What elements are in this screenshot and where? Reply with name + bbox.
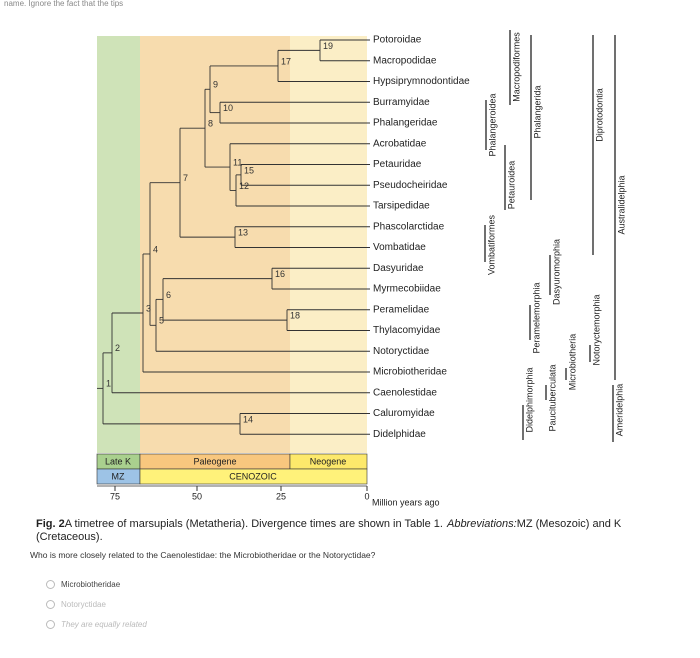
tree: 19 17 10 9 15 12 11 8 13 7 16 18 6 5 4 3 2 14 1 <box>97 39 370 435</box>
taxon-label: Phalangeridae <box>373 118 438 129</box>
time-tick-label: 75 <box>110 491 120 501</box>
taxon-label: Caenolestidae <box>373 387 437 398</box>
node-label: 17 <box>281 56 291 66</box>
node-label: 9 <box>213 80 218 90</box>
clade-label: Phalangeroidea <box>487 93 497 156</box>
node-label: 13 <box>238 228 248 238</box>
taxon-label: Potoroidae <box>373 35 422 46</box>
taxon-label: Pseudocheiridae <box>373 180 448 191</box>
node-label: 19 <box>323 41 333 51</box>
option-text: Notoryctidae <box>61 600 106 609</box>
node-label: 2 <box>115 343 120 353</box>
cropped-header: name. Ignore the fact that the tips <box>4 0 123 8</box>
period-label: Late K <box>105 456 131 466</box>
option[interactable]: Notoryctidae <box>46 600 106 609</box>
clade-label: Didelphimorphia <box>524 367 534 432</box>
clade-label: Dasyuromorphia <box>551 239 561 305</box>
option[interactable]: They are equally related <box>46 620 147 629</box>
taxon-label: Tarsipedidae <box>373 201 430 212</box>
taxon-label: Microbiotheridae <box>373 367 447 378</box>
node-label: 15 <box>244 165 254 175</box>
node-label: 6 <box>166 290 171 300</box>
node-label: 3 <box>146 303 151 313</box>
band-neogene <box>290 36 367 453</box>
taxon-label: Notoryctidae <box>373 346 430 357</box>
clade-label: Australidelphia <box>616 175 626 234</box>
node-label: 18 <box>290 311 300 321</box>
cell-cenozoic <box>139 468 368 485</box>
radio[interactable] <box>46 620 55 629</box>
clade-label: Macropodiformes <box>511 32 521 102</box>
time-tick-label: 0 <box>364 491 369 501</box>
band-paleogene <box>140 36 290 453</box>
taxon-label: Thylacomyidae <box>373 325 441 336</box>
clade-label: Phalangerida <box>532 85 542 138</box>
node-label: 7 <box>183 173 188 183</box>
time-unit: Million years ago <box>372 497 440 507</box>
era-label: CENOZOIC <box>229 471 277 481</box>
question: Who is more closely related to the Caeno… <box>30 550 376 560</box>
node-label: 10 <box>223 103 233 113</box>
node-label: 5 <box>159 316 164 326</box>
taxon-label: Macropodidae <box>373 55 437 66</box>
clade-label: Vombatiformes <box>486 214 496 275</box>
caption-text: A timetree of marsupials (Metatheria). D… <box>64 518 443 530</box>
node-label: 4 <box>153 244 158 254</box>
taxon-label: Phascolarctidae <box>373 221 445 232</box>
option[interactable]: Microbiotheridae <box>46 580 120 589</box>
period-label: Neogene <box>310 456 347 466</box>
clade-label: Peramelemorphia <box>531 282 541 353</box>
caption-abbr-text: MZ (Mesozoic) and K (Cretaceous). <box>36 518 622 543</box>
figure: name. Ignore the fact that the tips 1917… <box>4 0 626 507</box>
radio[interactable] <box>46 600 55 609</box>
node-label: 12 <box>239 181 249 191</box>
caption-label: Fig. 2 <box>36 518 65 530</box>
caption: Fig. 2A timetree of marsupials (Metather… <box>36 518 626 544</box>
taxon-label: Vombatidae <box>373 242 426 253</box>
taxon-label: Acrobatidae <box>373 138 427 149</box>
node-label: 1 <box>106 379 111 389</box>
clade-label: Diprotodontia <box>594 88 604 142</box>
node-label: 8 <box>208 119 213 129</box>
time-tick-label: 25 <box>276 491 286 501</box>
node-label: 16 <box>275 269 285 279</box>
clade-label: Petauroidea <box>506 161 516 210</box>
radio[interactable] <box>46 580 55 589</box>
clade-label: Ameridelphia <box>614 384 624 437</box>
taxon-label: Didelphidae <box>373 429 426 440</box>
taxon-label: Hypsiprymnodontidae <box>373 76 470 87</box>
node-label: 14 <box>243 414 253 424</box>
taxon-label: Burramyidae <box>373 97 430 108</box>
taxon-label: Myrmecobiidae <box>373 284 441 295</box>
clade-label: Microbiotheria <box>567 334 577 391</box>
taxon-label: Caluromyidae <box>373 408 435 419</box>
option-text: They are equally related <box>61 620 147 629</box>
time-tick-label: 50 <box>192 491 202 501</box>
clade-label: Paucituberculata <box>547 364 557 431</box>
band-late-k <box>97 36 140 453</box>
option-text: Microbiotheridae <box>61 580 121 589</box>
period-label: Paleogene <box>193 456 236 466</box>
era-label: MZ <box>112 471 125 481</box>
taxon-label: Dasyuridae <box>373 263 424 274</box>
taxon-label: Petauridae <box>373 159 422 170</box>
taxon-label: Peramelidae <box>373 304 430 315</box>
clade-label: Notoryctemorphia <box>591 294 601 365</box>
node-label: 11 <box>233 157 242 167</box>
caption-abbr-label: Abbreviations: <box>446 518 517 530</box>
